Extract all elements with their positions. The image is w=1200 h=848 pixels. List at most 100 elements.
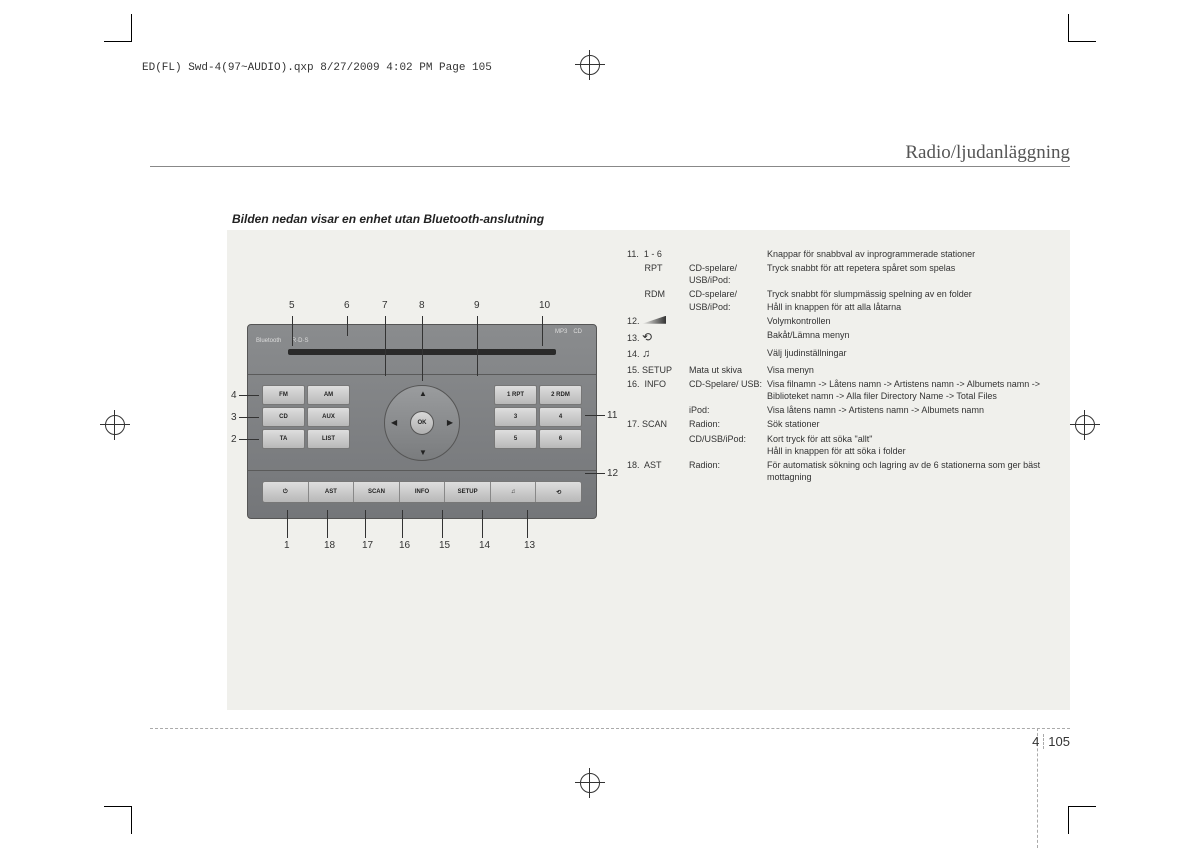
callout-number: 14 — [479, 540, 490, 551]
col-description: För automatisk sökning och lagring av de… — [767, 459, 1057, 483]
bottom-button: SCAN — [354, 482, 400, 502]
callout-line — [585, 473, 605, 474]
col-number: 17. SCAN — [627, 418, 689, 430]
radio-button: AM — [307, 385, 350, 405]
badge-cd: CD — [573, 329, 582, 335]
callout-number: 17 — [362, 540, 373, 551]
table-row: 16. INFOCD-Spelare/ USB:Visa filnamn -> … — [627, 378, 1057, 402]
page-content: Radio/ljudanläggning Bilden nedan visar … — [150, 110, 1070, 740]
col-number: 12. — [627, 315, 689, 327]
col-context — [689, 248, 767, 260]
col-context: CD/USB/iPod: — [689, 433, 767, 457]
callout-number: 8 — [419, 300, 425, 311]
page-number: 4105 — [1032, 734, 1070, 749]
section-title: Radio/ljudanläggning — [150, 142, 1070, 167]
callout-line — [239, 395, 259, 396]
callout-line — [385, 316, 386, 376]
crop-mark — [131, 14, 132, 42]
radio-button: 4 — [539, 407, 582, 427]
callout-line — [402, 510, 403, 538]
table-row: 12. Volymkontrollen — [627, 315, 1057, 327]
crop-mark — [1068, 41, 1096, 42]
radio-button: FM — [262, 385, 305, 405]
col-description: Visa låtens namn -> Artistens namn -> Al… — [767, 404, 1057, 416]
table-row: 14. ♫ Välj ljudinställningar — [627, 347, 1057, 362]
callout-number: 11 — [607, 410, 617, 421]
col-context: CD-Spelare/ USB: — [689, 378, 767, 402]
nav-down-icon: ▼ — [419, 448, 427, 457]
col-number: RDM — [627, 288, 689, 312]
callout-line — [239, 417, 259, 418]
callout-line — [542, 316, 543, 346]
radio-button: 3 — [494, 407, 537, 427]
registration-mark — [1070, 410, 1100, 440]
subtitle: Bilden nedan visar en enhet utan Bluetoo… — [232, 212, 544, 226]
crop-mark — [1068, 806, 1096, 807]
callout-line — [239, 439, 259, 440]
callout-line — [527, 510, 528, 538]
col-number: 16. INFO — [627, 378, 689, 402]
col-number — [627, 433, 689, 457]
registration-mark — [575, 768, 605, 798]
crop-mark — [1068, 14, 1069, 42]
col-description: Tryck snabbt för slumpmässig spelning av… — [767, 288, 1057, 312]
callout-number: 12 — [607, 468, 618, 479]
callout-number: 2 — [231, 434, 237, 445]
footer-divider — [150, 728, 1070, 729]
bottom-button: ⟲ — [536, 482, 581, 502]
callout-number: 5 — [289, 300, 295, 311]
nav-cluster: ▲ ▼ ◀ ▶ OK — [378, 379, 466, 467]
radio-button: CD — [262, 407, 305, 427]
radio-button: TA — [262, 429, 305, 449]
nav-right-icon: ▶ — [447, 418, 453, 427]
table-row: RPTCD-spelare/ USB/iPod:Tryck snabbt för… — [627, 262, 1057, 286]
table-row: 11. 1 - 6Knappar för snabbval av inprogr… — [627, 248, 1057, 260]
callout-number: 3 — [231, 412, 237, 423]
left-button-group: FMAMCDAUXTALIST — [262, 385, 350, 451]
ok-button: OK — [410, 411, 434, 435]
col-description: Sök stationer — [767, 418, 1057, 430]
col-number: 11. 1 - 6 — [627, 248, 689, 260]
bottom-button: SETUP — [445, 482, 491, 502]
bottom-button-bar: ⏻ASTSCANINFOSETUP♫⟲ — [262, 481, 582, 503]
callout-number: 13 — [524, 540, 535, 551]
crop-mark — [131, 806, 132, 834]
callout-number: 10 — [539, 300, 550, 311]
callout-number: 16 — [399, 540, 410, 551]
back-icon: ⟲ — [642, 330, 652, 344]
table-row: iPod:Visa låtens namn -> Artistens namn … — [627, 404, 1057, 416]
col-number: 15. SETUP — [627, 364, 689, 376]
col-context — [689, 315, 767, 327]
col-number: RPT — [627, 262, 689, 286]
bottom-button: ⏻ — [263, 482, 309, 502]
bottom-button: ♫ — [491, 482, 537, 502]
radio-button: 1 RPT — [494, 385, 537, 405]
callout-line — [292, 316, 293, 346]
bottom-button: INFO — [400, 482, 446, 502]
badge-rds: R·D·S — [292, 338, 309, 344]
radio-button: 6 — [539, 429, 582, 449]
callout-line — [287, 510, 288, 538]
col-number: 18. AST — [627, 459, 689, 483]
col-context: Mata ut skiva — [689, 364, 767, 376]
col-number: 14. ♫ — [627, 347, 689, 362]
radio-button: AUX — [307, 407, 350, 427]
callout-line — [585, 415, 605, 416]
callout-line — [365, 510, 366, 538]
callout-number: 18 — [324, 540, 335, 551]
table-row: RDMCD-spelare/ USB/iPod:Tryck snabbt för… — [627, 288, 1057, 312]
col-description: Kort tryck för att söka "allt" Håll in k… — [767, 433, 1057, 457]
callout-number: 4 — [231, 390, 237, 401]
col-context: Radion: — [689, 418, 767, 430]
callout-number: 15 — [439, 540, 450, 551]
chapter-number: 4 — [1032, 734, 1039, 749]
col-description: Välj ljudinställningar — [767, 347, 1057, 362]
table-row: 13. ⟲Bakåt/Lämna menyn — [627, 329, 1057, 345]
badge-bluetooth: Bluetooth — [256, 338, 281, 344]
nav-left-icon: ◀ — [391, 418, 397, 427]
col-context — [689, 329, 767, 345]
callout-line — [482, 510, 483, 538]
table-row: 17. SCANRadion:Sök stationer — [627, 418, 1057, 430]
music-icon: ♫ — [642, 348, 650, 360]
callout-line — [327, 510, 328, 538]
